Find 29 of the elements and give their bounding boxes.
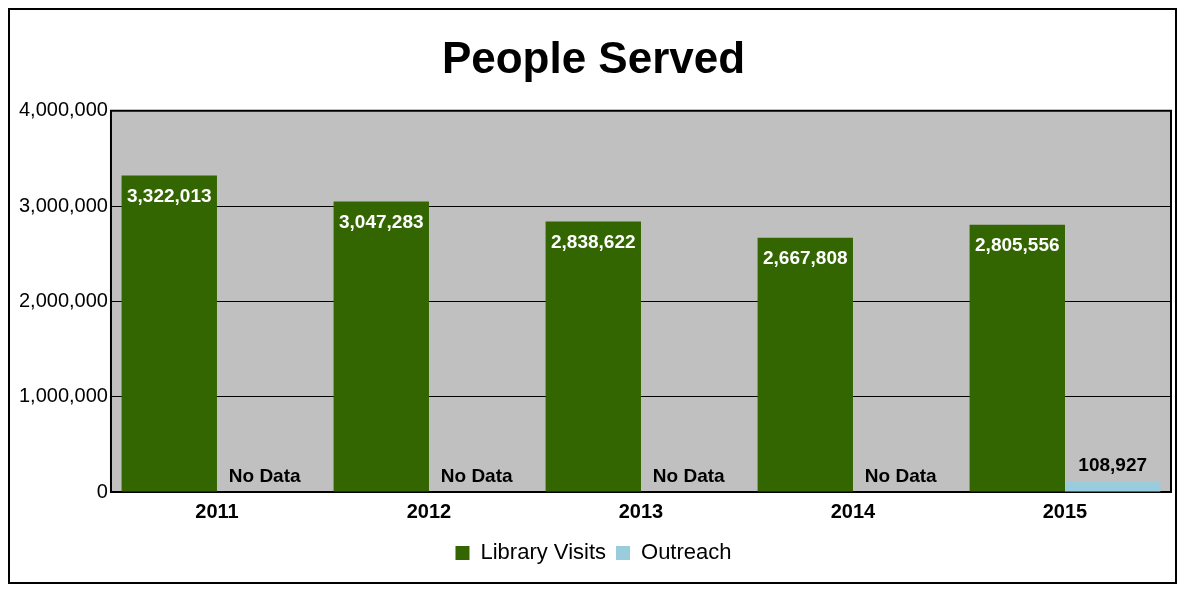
y-tick-label: 4,000,000 — [18, 98, 108, 121]
x-tick-label: 2013 — [618, 499, 664, 522]
x-tick-label: 2015 — [1042, 499, 1088, 522]
bar — [757, 237, 853, 492]
bar — [121, 175, 217, 492]
x-tick-label: 2012 — [406, 499, 452, 522]
data-label: 2,805,556 — [975, 234, 1060, 256]
text: No Data — [652, 464, 725, 486]
bar — [969, 224, 1065, 492]
text: No Data — [440, 464, 513, 486]
y-tick-label: 1,000,000 — [18, 384, 108, 407]
y-tick-label: 2,000,000 — [18, 288, 108, 311]
bar — [333, 201, 429, 492]
text: No Data — [864, 464, 937, 486]
bar — [1065, 481, 1161, 492]
y-tick-label: 0 — [96, 479, 108, 502]
bar — [545, 221, 641, 492]
data-label: 2,838,622 — [551, 231, 636, 253]
data-label: 3,047,283 — [339, 211, 424, 233]
text: No Data — [228, 464, 301, 486]
chart-title: People Served — [441, 32, 746, 82]
x-tick-label: 2014 — [830, 499, 877, 522]
data-label: 108,927 — [1078, 454, 1148, 476]
data-label: 3,322,013 — [127, 185, 212, 207]
legend-label: Outreach — [641, 539, 732, 565]
y-tick-label: 3,000,000 — [18, 193, 108, 216]
x-tick-label: 2011 — [195, 499, 239, 522]
data-label: 2,667,808 — [763, 247, 848, 269]
legend-label: Library Visits — [480, 539, 607, 565]
